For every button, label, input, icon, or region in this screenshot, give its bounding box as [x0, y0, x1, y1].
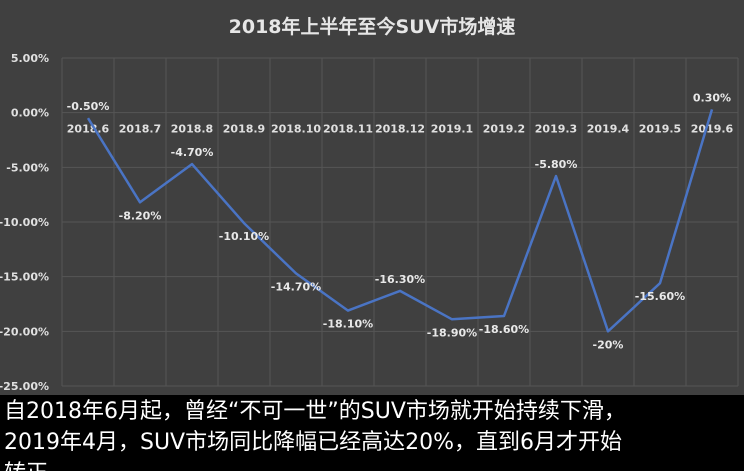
x-axis-ticks: 2018.6 2018.7 2018.8 2018.9 2018.10 2018.11 20… [67, 123, 734, 136]
data-label: -14.70% [271, 280, 321, 293]
caption-line-2: 2019年4月，SUV市场同比降幅已经高达20%，直到6月才开始 [4, 430, 622, 455]
x-tick-label: 2018.9 [223, 123, 265, 136]
data-labels: -0.50% -8.20% -4.70% -10.10% -14.70% -18.10% -… [67, 91, 731, 351]
y-tick-label: -25.00% [0, 380, 49, 393]
x-tick-label: 2019.2 [483, 123, 525, 136]
x-tick-label: 2018.12 [375, 123, 425, 136]
y-tick-label: -5.00% [6, 161, 49, 174]
x-tick-label: 2019.3 [535, 123, 577, 136]
data-label: -5.80% [535, 158, 578, 171]
x-tick-label: 2019.6 [691, 123, 734, 136]
data-label: -18.60% [479, 323, 529, 336]
x-tick-label: 2019.1 [431, 123, 473, 136]
grid [61, 57, 739, 387]
data-label: -4.70% [171, 146, 214, 159]
data-label: -15.60% [635, 290, 685, 303]
x-tick-label: 2018.11 [323, 123, 373, 136]
data-label: -18.90% [427, 326, 477, 339]
data-label: -8.20% [119, 209, 162, 222]
data-label: 0.30% [693, 91, 731, 104]
x-tick-label: 2019.4 [587, 123, 630, 136]
y-tick-label: 5.00% [11, 52, 49, 65]
y-tick-label: 0.00% [11, 107, 49, 120]
x-tick-label: 2018.7 [119, 123, 161, 136]
data-label: -18.10% [323, 318, 373, 331]
chart-title: 2018年上半年至今SUV市场增速 [229, 15, 516, 38]
y-tick-label: -20.00% [0, 325, 49, 338]
data-label: -20% [593, 338, 624, 351]
y-axis-ticks: 5.00% 0.00% -5.00% -10.00% -15.00% -20.00% -25… [0, 52, 49, 393]
caption-line-3: 转正。 [4, 459, 70, 471]
x-tick-label: 2018.6 [67, 123, 110, 136]
caption-line-1: 自2018年6月起，曾经“不可一世”的SUV市场就开始持续下滑， [4, 399, 626, 424]
x-tick-label: 2018.8 [171, 123, 213, 136]
data-label: -16.30% [375, 273, 425, 286]
data-label: -10.10% [219, 230, 269, 243]
y-tick-label: -10.00% [0, 216, 49, 229]
data-label: -0.50% [67, 100, 110, 113]
y-tick-label: -15.00% [0, 271, 49, 284]
x-tick-label: 2018.10 [271, 123, 321, 136]
caption-bar: 自2018年6月起，曾经“不可一世”的SUV市场就开始持续下滑， 2019年4月… [0, 395, 744, 471]
x-tick-label: 2019.5 [639, 123, 681, 136]
series-line [86, 109, 714, 333]
